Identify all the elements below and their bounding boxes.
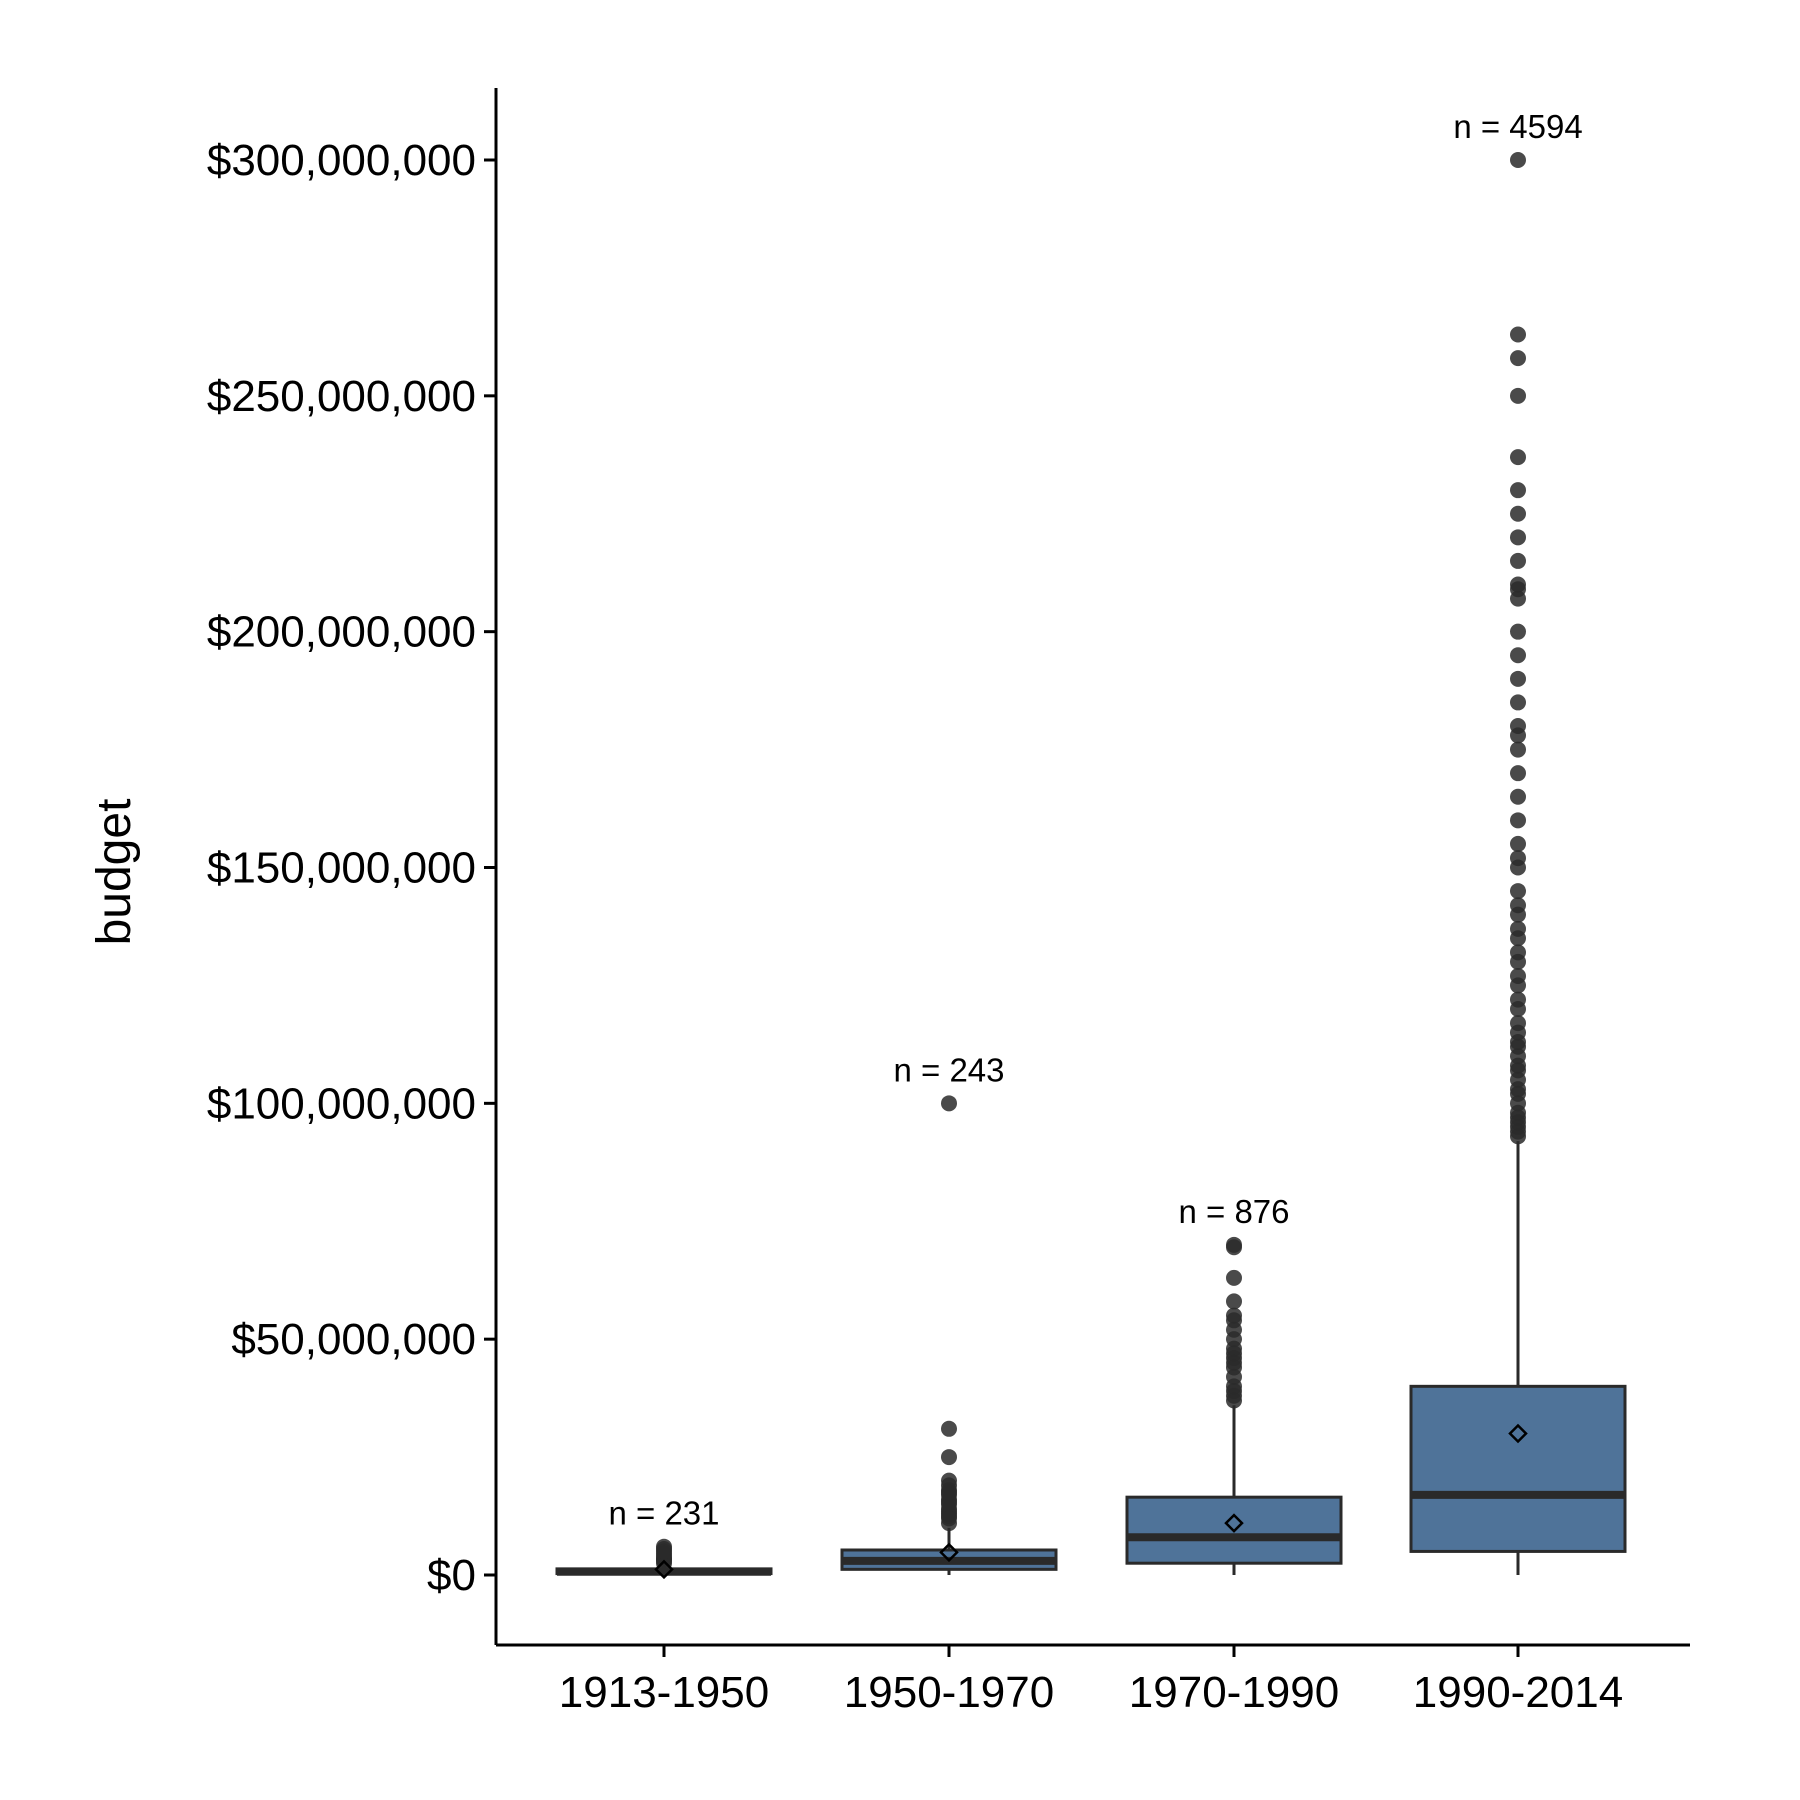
- y-tick-label: $300,000,000: [207, 136, 476, 185]
- outlier-point: [1510, 623, 1526, 640]
- sample-size-label: n = 231: [608, 1495, 719, 1532]
- outlier-point: [1510, 897, 1526, 914]
- outlier-point: [1510, 944, 1526, 961]
- outlier-point: [1510, 850, 1526, 867]
- y-tick-label: $50,000,000: [231, 1315, 476, 1364]
- outlier-point: [1510, 718, 1526, 734]
- y-axis: $0 $50,000,000 $100,000,000 $150,000,000 $20…: [207, 88, 498, 1645]
- outlier-point: [1510, 449, 1526, 466]
- outlier-point: [1510, 529, 1526, 546]
- outlier-point: [941, 1449, 957, 1466]
- mean-marker: [1508, 1423, 1528, 1444]
- box-group-1913-1950: n = 231: [555, 1495, 773, 1580]
- outlier-point: [1510, 552, 1526, 569]
- box-groups: n = 231 n = 243 n = 876 n = 4594: [555, 108, 1627, 1580]
- box-group-1950-1970: n = 243: [840, 1051, 1058, 1575]
- x-axis: 1913-1950 1950-1970 1970-1990 1990-2014: [496, 1643, 1690, 1717]
- outlier-point: [1510, 152, 1526, 168]
- outlier-point: [1510, 505, 1526, 522]
- y-tick-label: $0: [427, 1551, 476, 1600]
- outlier-point: [941, 1095, 957, 1112]
- outlier-point: [1510, 350, 1526, 367]
- mean-marker: [654, 1559, 674, 1580]
- x-tick-label: 1990-2014: [1413, 1668, 1623, 1717]
- outlier-point: [1510, 670, 1526, 687]
- y-tick-label: $150,000,000: [207, 844, 476, 893]
- outlier-point: [1510, 991, 1526, 1008]
- outlier-point: [1226, 1269, 1242, 1286]
- sample-size-label: n = 4594: [1453, 108, 1582, 145]
- outlier-point: [1510, 326, 1526, 343]
- sample-size-label: n = 243: [893, 1051, 1004, 1088]
- outlier-point: [1510, 694, 1526, 711]
- outlier-point: [941, 1472, 957, 1489]
- outlier-point: [1510, 812, 1526, 829]
- outlier-point: [1510, 741, 1526, 758]
- box-group-1990-2014: n = 4594: [1409, 108, 1627, 1575]
- outlier-point: [1510, 920, 1526, 937]
- y-tick-label: $100,000,000: [207, 1079, 476, 1128]
- sample-size-label: n = 876: [1178, 1193, 1289, 1230]
- outlier-point: [1510, 765, 1526, 782]
- outlier-point: [1510, 883, 1526, 900]
- mean-marker: [1224, 1513, 1244, 1533]
- outlier-point: [1226, 1307, 1242, 1324]
- iqr-box: [1409, 1384, 1627, 1553]
- outlier-point: [1510, 576, 1526, 593]
- y-tick-label: $200,000,000: [207, 608, 476, 657]
- x-tick-label: 1913-1950: [559, 1668, 769, 1717]
- box-group-1970-1990: n = 876: [1125, 1193, 1343, 1575]
- outlier-point: [1510, 387, 1526, 404]
- y-tick-label: $250,000,000: [207, 372, 476, 421]
- outlier-point: [656, 1538, 672, 1555]
- outlier-point: [1510, 788, 1526, 805]
- outlier-point: [1510, 482, 1526, 499]
- mean-marker: [939, 1542, 959, 1563]
- x-tick-label: 1950-1970: [844, 1668, 1054, 1717]
- y-axis-title: budget: [88, 799, 141, 946]
- outlier-point: [941, 1420, 957, 1437]
- x-tick-label: 1970-1990: [1129, 1668, 1339, 1717]
- outlier-point: [1510, 647, 1526, 664]
- outlier-point: [1510, 1015, 1526, 1032]
- outlier-point: [1226, 1293, 1242, 1310]
- outlier-point: [1510, 835, 1526, 852]
- outlier-point: [1510, 967, 1526, 984]
- outlier-point: [1226, 1236, 1242, 1253]
